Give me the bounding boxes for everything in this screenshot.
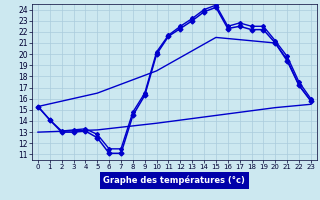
X-axis label: Graphe des températures (°c): Graphe des températures (°c) — [103, 176, 245, 185]
